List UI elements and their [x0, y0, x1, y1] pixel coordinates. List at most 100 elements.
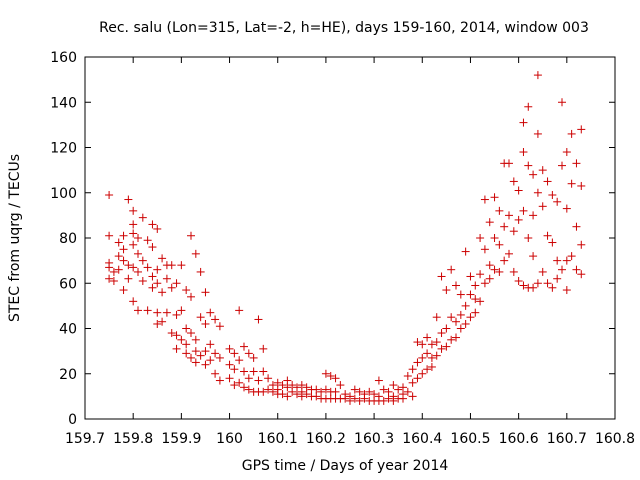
data-point: [235, 306, 244, 315]
y-tick-label: 80: [59, 231, 77, 247]
data-point: [562, 204, 571, 213]
data-point: [172, 279, 181, 288]
data-point: [129, 297, 138, 306]
y-axis-label: STEC from uqrg / TECUs: [7, 154, 23, 322]
data-point: [138, 276, 147, 285]
data-point: [365, 387, 374, 396]
data-point: [288, 381, 297, 390]
data-point: [114, 252, 123, 261]
data-point: [254, 315, 263, 324]
data-point: [452, 333, 460, 342]
x-tick-label: 160.7: [547, 431, 587, 447]
data-point: [418, 340, 427, 349]
data-point: [423, 365, 432, 374]
data-point: [259, 344, 268, 353]
data-point: [268, 387, 277, 396]
data-point: [509, 267, 518, 276]
data-point: [119, 231, 128, 240]
data-point: [134, 267, 142, 276]
data-point: [134, 234, 142, 242]
data-point: [432, 313, 441, 322]
data-point: [297, 381, 306, 390]
data-point: [201, 319, 210, 328]
data-point: [456, 324, 465, 333]
data-point: [153, 224, 162, 233]
data-point: [264, 374, 273, 383]
data-point: [456, 310, 465, 319]
data-point: [268, 381, 277, 390]
data-point: [567, 179, 576, 188]
data-point: [452, 281, 460, 290]
data-point: [105, 231, 114, 240]
data-point: [355, 387, 364, 396]
data-point: [413, 374, 422, 383]
data-point: [201, 347, 210, 356]
data-point: [235, 356, 244, 365]
data-point: [196, 267, 205, 276]
data-point: [302, 383, 311, 392]
data-point: [215, 376, 224, 385]
data-point: [273, 378, 282, 387]
data-point: [278, 381, 287, 390]
data-point: [191, 249, 200, 258]
data-point: [533, 188, 542, 197]
data-point: [524, 161, 533, 170]
data-point: [476, 297, 485, 306]
x-tick-label: 159.9: [161, 431, 201, 447]
data-point: [480, 195, 489, 204]
data-point: [485, 261, 494, 270]
data-point: [466, 272, 475, 281]
x-axis-label: GPS time / Days of year 2014: [242, 458, 449, 474]
x-axis: 159.7 159.8 159.9 160 160.1 160.2 160.3 160.4 16…: [65, 57, 635, 447]
data-point: [153, 279, 162, 288]
data-point: [403, 372, 412, 381]
data-point: [403, 387, 412, 396]
data-point: [201, 360, 210, 369]
data-point: [350, 394, 359, 403]
data-point: [466, 290, 475, 299]
data-point: [336, 381, 345, 390]
data-point: [196, 313, 205, 322]
data-point: [172, 344, 181, 353]
data-point: [119, 286, 128, 295]
data-point: [572, 159, 581, 168]
y-tick-label: 120: [50, 141, 77, 157]
data-point: [423, 333, 432, 342]
data-point: [321, 369, 330, 378]
data-point: [283, 376, 292, 385]
data-point: [519, 281, 528, 290]
data-point: [471, 295, 480, 304]
data-point: [254, 376, 263, 385]
data-point: [427, 362, 436, 371]
data-point: [384, 394, 393, 403]
data-point: [297, 392, 306, 401]
data-point: [452, 317, 460, 326]
data-point: [514, 276, 523, 285]
data-point: [543, 177, 552, 186]
data-point: [418, 369, 427, 378]
data-point: [577, 181, 586, 190]
data-point: [105, 191, 114, 200]
data-point: [206, 308, 215, 317]
data-point: [490, 265, 499, 274]
data-point: [456, 290, 465, 299]
chart-title: Rec. salu (Lon=315, Lat=-2, h=HE), days …: [99, 20, 589, 36]
data-point: [143, 263, 152, 272]
data-point: [293, 390, 301, 399]
data-point: [230, 349, 239, 358]
data-point: [447, 313, 456, 322]
data-point: [158, 288, 167, 297]
data-point: [225, 344, 234, 353]
data-point: [177, 261, 186, 270]
y-tick-label: 140: [50, 95, 77, 111]
data-point: [389, 381, 398, 390]
data-point: [109, 276, 118, 285]
data-point: [244, 374, 253, 383]
data-point: [355, 396, 364, 405]
data-point: [129, 220, 138, 229]
x-tick-label: 160.6: [499, 431, 539, 447]
data-point: [562, 148, 571, 157]
data-point: [442, 342, 451, 351]
data-point: [312, 392, 321, 401]
data-point: [408, 365, 417, 374]
